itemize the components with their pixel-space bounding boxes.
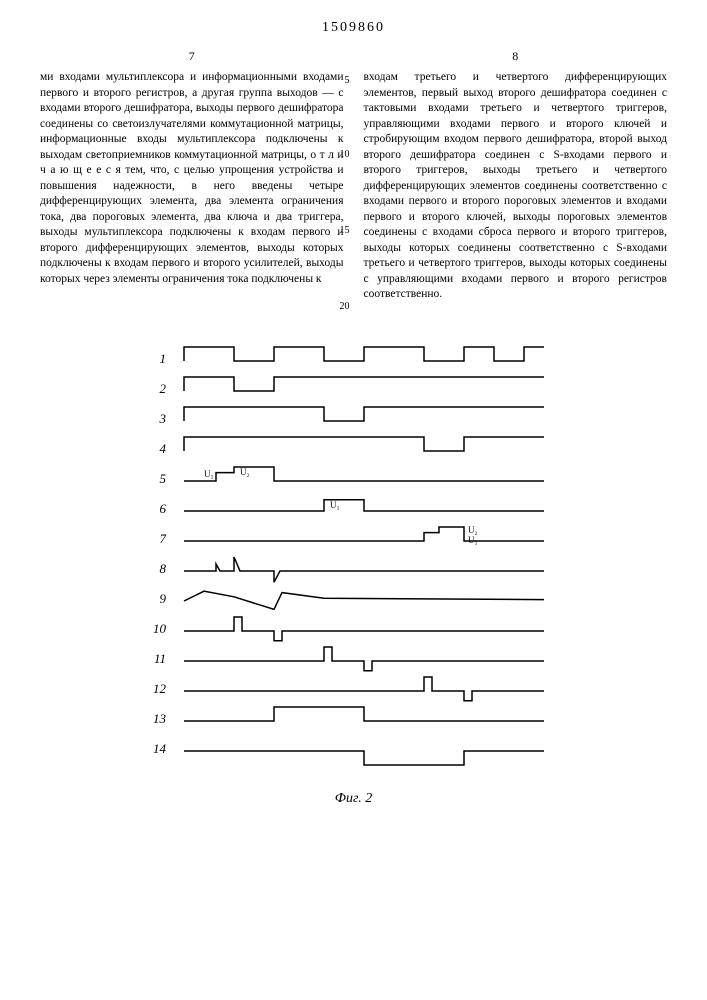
text-columns: 7 ми входами мультиплексора и информацио… [40, 48, 667, 303]
svg-text:2: 2 [159, 381, 166, 396]
svg-text:5: 5 [159, 471, 166, 486]
svg-text:7: 7 [159, 531, 166, 546]
svg-text:U₂: U₂ [468, 525, 478, 535]
line-mark: 15 [340, 226, 350, 236]
svg-text:3: 3 [158, 411, 166, 426]
svg-text:U₁: U₁ [204, 469, 214, 479]
line-mark: 20 [340, 302, 350, 312]
svg-text:10: 10 [153, 621, 167, 636]
svg-text:6: 6 [159, 501, 166, 516]
left-column: 7 ми входами мультиплексора и информацио… [40, 48, 344, 303]
figure-label: Фиг. 2 [40, 791, 667, 807]
right-text-body: входам третьего и четвертого дифференцир… [364, 70, 668, 303]
svg-text:11: 11 [153, 651, 165, 666]
timing-diagram-svg: 1234567891011121314U₁U₂U₁U₂U₁ [144, 343, 564, 783]
left-col-number: 7 [40, 48, 344, 64]
right-column: 5 10 15 20 8 входам третьего и четвертог… [364, 48, 668, 303]
right-col-number: 8 [364, 48, 668, 64]
svg-text:13: 13 [153, 711, 167, 726]
page: 1509860 7 ми входами мультиплексора и ин… [0, 0, 707, 827]
svg-text:12: 12 [153, 681, 167, 696]
timing-diagram-figure: 1234567891011121314U₁U₂U₁U₂U₁ Фиг. 2 [40, 343, 667, 807]
svg-text:9: 9 [159, 591, 166, 606]
svg-text:1: 1 [159, 351, 166, 366]
line-mark: 5 [345, 76, 350, 86]
patent-number: 1509860 [40, 20, 667, 36]
svg-text:U₁: U₁ [468, 535, 478, 545]
left-text-body: ми входами мультиплексора и информационн… [40, 70, 344, 287]
svg-text:U₂: U₂ [240, 467, 250, 477]
svg-text:4: 4 [159, 441, 166, 456]
line-mark: 10 [340, 150, 350, 160]
svg-text:8: 8 [159, 561, 166, 576]
svg-text:14: 14 [153, 741, 167, 756]
svg-text:U₁: U₁ [330, 500, 340, 510]
